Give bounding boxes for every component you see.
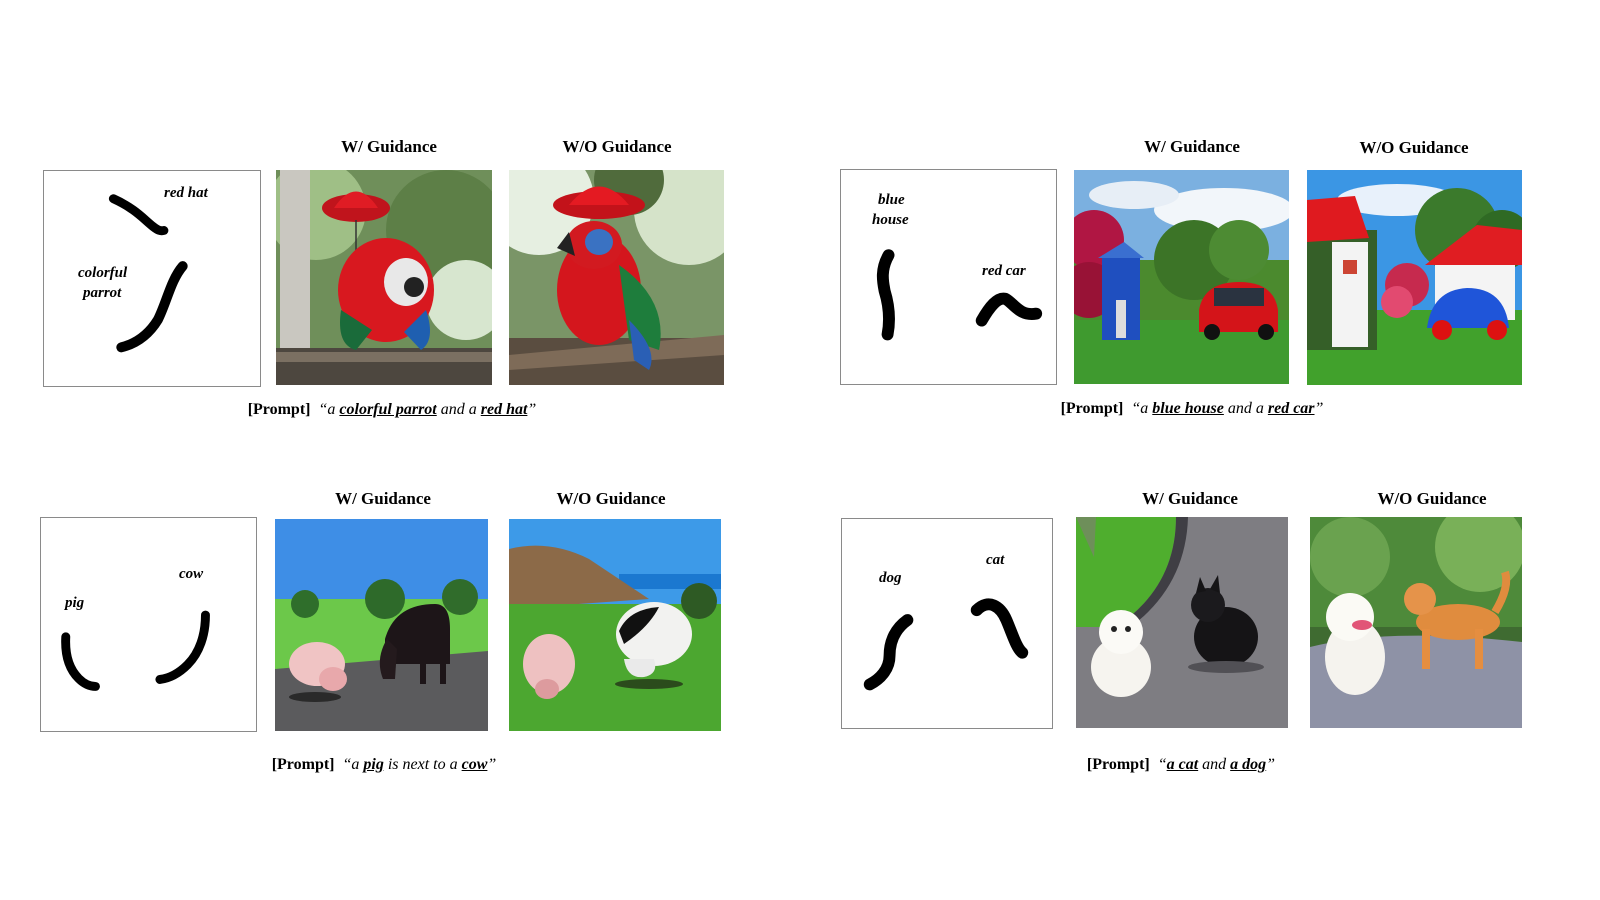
prompt-token-1: a cat	[1166, 756, 1199, 773]
prompt-caption: [Prompt] “a cat and a dog”	[1087, 756, 1275, 774]
image-without-guidance	[1310, 517, 1522, 728]
label-house: house	[872, 212, 909, 228]
prompt-mid: is next to a	[383, 756, 462, 773]
header-with-guidance: W/ Guidance	[1144, 137, 1240, 156]
label-parrot: parrot	[83, 285, 122, 301]
header-without-guidance: W/O Guidance	[1359, 138, 1469, 157]
sketch-box: blue house red car	[840, 169, 1057, 385]
header-without-guidance: W/O Guidance	[562, 137, 672, 156]
label-pig: pig	[65, 595, 85, 611]
prompt-token-2: a dog	[1230, 756, 1267, 773]
prompt-open: “	[1157, 756, 1167, 773]
image-without-guidance	[509, 519, 721, 731]
stroke-sketch	[108, 194, 188, 353]
prompt-close: ”	[487, 756, 497, 773]
prompt-close: ”	[527, 401, 537, 418]
label-cat: cat	[986, 552, 1005, 568]
stroke-sketch	[863, 598, 1029, 691]
prompt-mid: and	[1198, 756, 1231, 773]
label-colorful: colorful	[78, 265, 128, 281]
prompt-token-2: cow	[461, 756, 488, 773]
prompt-open: “a	[342, 756, 364, 773]
prompt-mid: and a	[436, 401, 481, 418]
image-without-guidance	[509, 170, 724, 385]
prompt-tag: [Prompt]	[271, 756, 335, 773]
prompt-token-1: pig	[363, 756, 384, 773]
header-with-guidance: W/ Guidance	[1142, 489, 1238, 508]
sketch-box: cow pig	[40, 517, 257, 732]
header-without-guidance: W/O Guidance	[1377, 489, 1487, 508]
prompt-open: “a	[318, 401, 340, 418]
prompt-mid: and a	[1223, 400, 1268, 417]
header-with-guidance: W/ Guidance	[341, 137, 437, 156]
image-with-guidance	[276, 170, 492, 385]
prompt-tag: [Prompt]	[1060, 400, 1124, 417]
prompt-caption: [Prompt] “a pig is next to a cow”	[272, 756, 497, 774]
label-dog: dog	[879, 570, 902, 586]
prompt-tag: [Prompt]	[247, 401, 311, 418]
image-with-guidance	[1074, 170, 1289, 384]
image-with-guidance	[1076, 517, 1288, 728]
sketch-box: cat dog	[841, 518, 1053, 729]
prompt-caption: [Prompt] “a colorful parrot and a red ha…	[248, 401, 537, 419]
prompt-caption: [Prompt] “a blue house and a red car”	[1061, 400, 1324, 418]
image-without-guidance	[1307, 170, 1522, 385]
header-without-guidance: W/O Guidance	[556, 489, 666, 508]
prompt-token-2: red car	[1267, 400, 1315, 417]
prompt-open: “a	[1131, 400, 1153, 417]
prompt-token-1: colorful parrot	[339, 401, 437, 418]
label-red-hat: red hat	[164, 185, 208, 201]
label-blue: blue	[878, 192, 905, 208]
prompt-token-1: blue house	[1152, 400, 1224, 417]
prompt-token-2: red hat	[480, 401, 528, 418]
prompt-close: ”	[1314, 400, 1324, 417]
prompt-tag: [Prompt]	[1086, 756, 1150, 773]
label-red-car: red car	[982, 263, 1026, 279]
prompt-close: ”	[1266, 756, 1276, 773]
header-with-guidance: W/ Guidance	[335, 489, 431, 508]
stroke-sketch	[61, 610, 210, 691]
sketch-box: red hat colorful parrot	[43, 170, 261, 387]
image-with-guidance	[275, 519, 488, 731]
label-cow: cow	[179, 566, 204, 582]
stroke-sketch	[876, 249, 1043, 341]
